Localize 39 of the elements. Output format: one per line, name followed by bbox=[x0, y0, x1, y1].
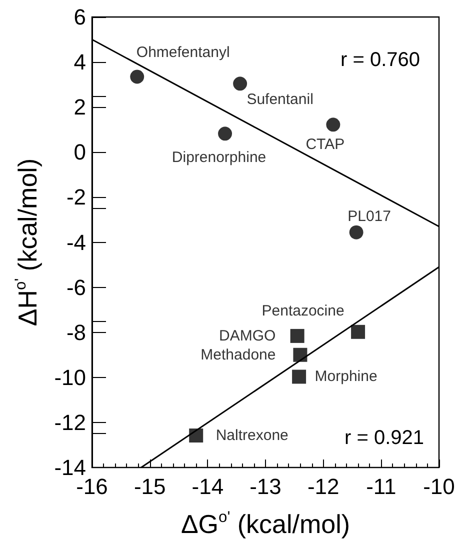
point bbox=[351, 324, 366, 339]
x-tick-label: -11 bbox=[366, 474, 396, 499]
x-tick-label: -13 bbox=[250, 474, 282, 499]
y-tick-label: -6 bbox=[66, 274, 86, 300]
y-tick-label: 6 bbox=[74, 4, 86, 30]
point bbox=[292, 370, 306, 384]
annotation: CTAP bbox=[306, 136, 345, 154]
point bbox=[218, 126, 232, 141]
x-tick-label: -10 bbox=[423, 474, 455, 499]
y-tick-label: 4 bbox=[74, 50, 86, 75]
annotation: DAMGO bbox=[218, 327, 276, 344]
annotation: Sufentanil bbox=[246, 91, 314, 108]
point bbox=[233, 76, 248, 91]
annotation: Morphine bbox=[314, 368, 378, 386]
annotation: Pentazocine bbox=[262, 302, 344, 320]
y-tick-label: 2 bbox=[74, 94, 86, 120]
point bbox=[326, 118, 340, 132]
annotation: Ohmefentanyl bbox=[136, 44, 230, 62]
y-tick-label: -8 bbox=[66, 320, 86, 345]
y-tick-label: -12 bbox=[54, 410, 86, 435]
x-tick-label: -15 bbox=[134, 474, 166, 499]
annotation: r = 0.760 bbox=[340, 49, 420, 71]
annotation: Diprenorphine bbox=[172, 149, 266, 166]
x-tick-label: -12 bbox=[307, 474, 340, 499]
annotation: Naltrexone bbox=[216, 427, 288, 444]
y-tick-label: -10 bbox=[54, 364, 86, 390]
annotation: Methadone bbox=[200, 346, 276, 364]
point bbox=[349, 225, 364, 240]
y-tick-label: -4 bbox=[66, 230, 86, 255]
y-axis-title: ΔHo' (kcal/mol) bbox=[12, 158, 42, 326]
x-tick-label: -14 bbox=[192, 474, 224, 499]
point bbox=[290, 328, 304, 343]
point bbox=[130, 70, 144, 84]
annotation: PL017 bbox=[348, 208, 391, 225]
point bbox=[189, 428, 204, 443]
point bbox=[293, 348, 308, 362]
y-tick-label: -2 bbox=[66, 184, 86, 210]
annotation: r = 0.921 bbox=[344, 427, 424, 449]
y-tick-label: 0 bbox=[74, 140, 86, 165]
